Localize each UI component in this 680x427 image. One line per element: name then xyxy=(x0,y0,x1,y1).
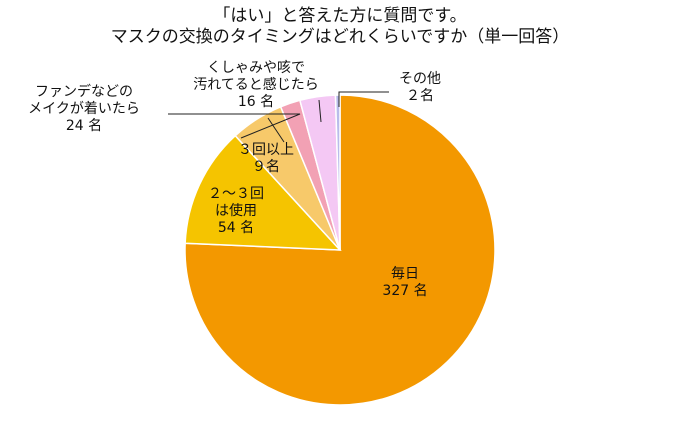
slice-label-daily: 毎日 327 名 xyxy=(382,266,427,299)
pie-slices xyxy=(184,94,496,406)
slice-label-dirty: くしゃみや咳で汚れてると感じたら 16 名 xyxy=(193,60,319,110)
chart-title-line-1: 「はい」と答えた方に質問です。 xyxy=(213,6,467,26)
slice-label-foundation: ファンデなどのメイクが着いたら 24 名 xyxy=(28,83,140,134)
slice-label-line: 毎日 xyxy=(391,266,419,282)
slice-label-line: メイクが着いたら xyxy=(28,101,140,117)
slice-label-line: 327 名 xyxy=(382,283,427,299)
leader-line-other xyxy=(338,91,389,107)
slice-label-line: その他 xyxy=(399,71,441,87)
slice-label-line: 54 名 xyxy=(218,220,254,236)
slice-label-other: その他２名 xyxy=(399,71,441,104)
slice-label-line: ファンデなどの xyxy=(35,83,133,100)
slice-label-3plus: ３回以上９名 xyxy=(238,142,294,175)
slice-label-line: くしゃみや咳で xyxy=(207,60,305,76)
slice-label-line: 16 名 xyxy=(238,94,274,110)
leader-line-3plus xyxy=(267,117,285,143)
leader-line-dirty xyxy=(318,99,322,123)
pie-slice-2to3 xyxy=(184,134,342,251)
slice-label-line: 汚れてると感じたら xyxy=(193,76,319,93)
slice-label-2to3: ２～３回は使用 54 名 xyxy=(208,186,264,236)
slice-label-line: ２～３回 xyxy=(208,186,264,202)
leader-lines xyxy=(168,91,389,143)
slice-labels: 毎日 327 名 ２～３回は使用 54 名 ファンデなどのメイクが着いたら 24 名 ３回以… xyxy=(28,60,441,299)
slice-label-line: ９名 xyxy=(252,159,280,175)
leader-line-foundation xyxy=(168,113,301,139)
slice-label-line: ３回以上 xyxy=(238,142,294,158)
slice-label-line: 24 名 xyxy=(66,118,102,134)
slice-label-line: ２名 xyxy=(406,88,434,104)
chart-title-line-2: マスクの交換のタイミングはどれくらいですか（単一回答） xyxy=(110,27,570,47)
pie-slice-other xyxy=(334,94,341,251)
slice-label-line: は使用 xyxy=(215,202,257,219)
